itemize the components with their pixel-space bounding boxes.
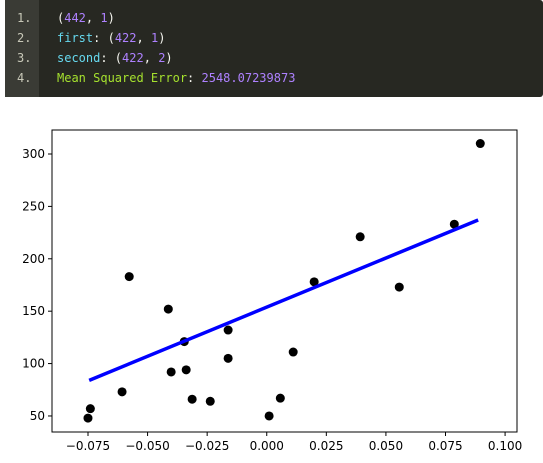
- code-token: ): [165, 51, 173, 65]
- y-tick-label: 50: [30, 409, 45, 423]
- code-token: first: [57, 31, 94, 45]
- x-tick-label: 0.075: [428, 439, 462, 453]
- scatter-point: [355, 232, 365, 242]
- line-text: Mean Squared Error: 2548.07239873: [57, 68, 295, 88]
- code-token: 2: [158, 51, 166, 65]
- scatter-point: [449, 219, 459, 229]
- code-token: 1: [150, 31, 159, 45]
- scatter-point: [85, 404, 95, 414]
- chart: 50 100 150 200 250 300 −0.075 −0.050 −0.025 0.000…: [22, 129, 522, 453]
- x-tick-label: 0.025: [309, 439, 343, 453]
- code-token: : (: [100, 51, 123, 65]
- code-token: ,: [143, 51, 159, 65]
- line-number: 3.: [17, 51, 32, 65]
- code-token: ): [158, 31, 166, 45]
- scatter-point: [117, 387, 127, 397]
- code-token: 442: [64, 11, 86, 25]
- x-tick-label: −0.025: [185, 439, 229, 453]
- code-token: Mean Squared Error: [57, 71, 188, 85]
- code-line: 2. first: (422, 1): [5, 28, 543, 48]
- scatter-point: [223, 325, 233, 335]
- code-block: 1. (442, 1) 2. first: (422, 1) 3. second: (42…: [5, 0, 543, 97]
- y-tick-label: 250: [22, 199, 45, 213]
- gutter: [5, 0, 39, 97]
- code-token: ): [107, 11, 115, 25]
- line-number: 2.: [17, 31, 32, 45]
- y-tick-label: 300: [22, 147, 45, 161]
- scatter-point: [394, 282, 404, 292]
- y-tick-label: 100: [22, 357, 45, 371]
- plot-frame: [51, 129, 518, 433]
- code-token: ,: [136, 31, 151, 45]
- code-token: 2548.07239873: [201, 71, 296, 85]
- scatter-point: [275, 393, 285, 403]
- code-token: : (: [93, 31, 115, 45]
- scatter-point: [163, 304, 173, 314]
- code-token: (: [57, 11, 65, 25]
- scatter-point: [181, 365, 191, 375]
- x-tick-label: 0.100: [488, 439, 522, 453]
- code-token: second: [57, 51, 101, 65]
- y-tick-label: 200: [22, 252, 45, 266]
- scatter-point: [205, 396, 215, 406]
- x-tick-label: −0.075: [66, 439, 110, 453]
- scatter-point: [124, 272, 134, 282]
- scatter-point: [475, 139, 485, 149]
- code-line: 1. (442, 1): [5, 8, 543, 28]
- regression-line: [88, 218, 479, 382]
- scatter-point: [83, 413, 93, 423]
- y-tick-label: 150: [22, 304, 45, 318]
- line-number: 1.: [17, 11, 32, 25]
- line-text: first: (422, 1): [57, 28, 165, 48]
- scatter-point: [223, 353, 233, 363]
- scatter-point: [187, 394, 197, 404]
- line-text: (442, 1): [57, 8, 115, 28]
- scatter-point: [166, 367, 176, 377]
- code-token: 1: [100, 11, 108, 25]
- x-tick-label: 0.050: [369, 439, 403, 453]
- line-text: second: (422, 2): [57, 48, 173, 68]
- x-tick-label: 0.000: [250, 439, 284, 453]
- x-tick-label: −0.050: [125, 439, 169, 453]
- code-token: 422: [122, 51, 144, 65]
- scatter-point: [264, 411, 274, 421]
- code-line: 4. Mean Squared Error: 2548.07239873: [5, 68, 543, 88]
- code-token: 422: [114, 31, 137, 45]
- scatter-point: [288, 347, 298, 357]
- code-line: 3. second: (422, 2): [5, 48, 543, 68]
- code-token: ,: [85, 11, 101, 25]
- line-number: 4.: [17, 71, 32, 85]
- code-token: :: [187, 71, 202, 85]
- scatter-point: [309, 277, 319, 287]
